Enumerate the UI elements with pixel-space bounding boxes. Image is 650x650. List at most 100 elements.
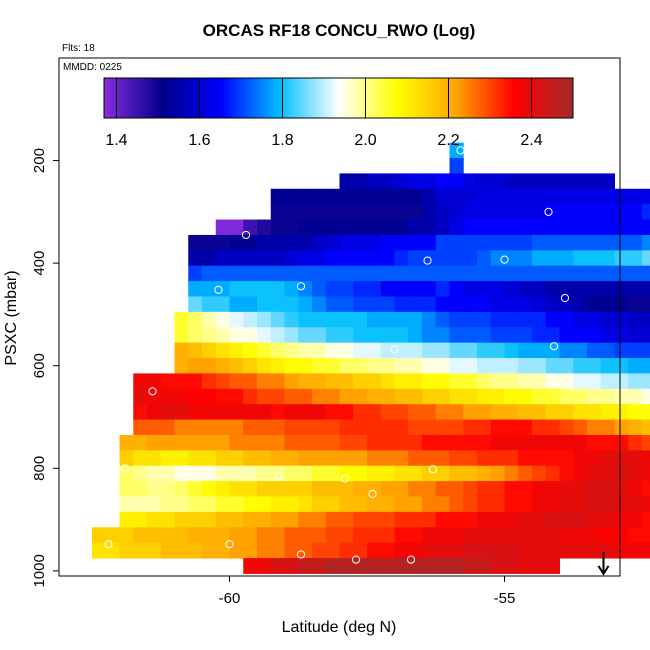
heatmap-cell bbox=[518, 388, 533, 405]
heatmap-cell bbox=[628, 296, 643, 313]
heatmap-cell bbox=[312, 188, 327, 205]
heatmap-cell bbox=[284, 311, 299, 328]
heatmap-cell bbox=[215, 373, 230, 390]
heatmap-cell bbox=[532, 342, 547, 359]
heatmap-cell bbox=[284, 404, 299, 421]
heatmap-cell bbox=[325, 265, 340, 282]
heatmap-cell bbox=[380, 558, 395, 574]
heatmap-cell bbox=[545, 527, 560, 544]
heatmap-cell bbox=[284, 481, 299, 498]
heatmap-cell bbox=[587, 434, 602, 451]
heatmap-cell bbox=[119, 450, 134, 467]
heatmap-cell bbox=[202, 327, 217, 344]
heatmap-cell bbox=[600, 496, 615, 513]
heatmap-cell bbox=[243, 465, 258, 482]
heatmap-cell bbox=[545, 173, 560, 190]
heatmap-cell bbox=[559, 527, 574, 544]
heatmap-cell bbox=[229, 465, 244, 482]
heatmap-cell bbox=[587, 542, 602, 559]
heatmap-cell bbox=[367, 496, 382, 513]
heatmap-cell bbox=[628, 188, 643, 205]
heatmap-cell bbox=[435, 265, 450, 282]
heatmap-cell bbox=[490, 219, 505, 236]
heatmap-cell bbox=[147, 419, 162, 436]
observation-point bbox=[428, 465, 438, 474]
heatmap-cell bbox=[325, 188, 340, 205]
heatmap-cell bbox=[587, 281, 602, 297]
heatmap-cell bbox=[463, 265, 478, 282]
heatmap-cell bbox=[490, 173, 505, 190]
heatmap-cell bbox=[573, 496, 588, 513]
heatmap-cell bbox=[518, 296, 533, 313]
heatmap-cell bbox=[532, 373, 547, 390]
heatmap-cell bbox=[353, 342, 368, 359]
heatmap-cell bbox=[298, 481, 313, 498]
heatmap-cell bbox=[573, 342, 588, 359]
heatmap-cell bbox=[463, 496, 478, 513]
heatmap-cell bbox=[188, 342, 203, 359]
heatmap-cell bbox=[504, 511, 519, 528]
heatmap-cell bbox=[614, 281, 629, 297]
heatmap-cell bbox=[339, 388, 354, 405]
heatmap-cell bbox=[408, 419, 423, 436]
y-tick-label: 1000 bbox=[31, 554, 48, 587]
heatmap-cell bbox=[628, 511, 643, 528]
heatmap-cell bbox=[312, 234, 327, 251]
colorbar: 1.4 1.6 1.8 2.0 2.2 2.4 bbox=[103, 77, 574, 149]
heatmap-cell bbox=[559, 188, 574, 205]
heatmap-cell bbox=[160, 481, 175, 498]
heatmap-cell bbox=[119, 527, 134, 544]
heatmap-cell bbox=[532, 311, 547, 328]
heatmap-cell bbox=[532, 388, 547, 405]
heatmap-cell bbox=[559, 265, 574, 282]
heatmap-cell bbox=[587, 219, 602, 236]
heatmap-cell bbox=[614, 234, 629, 251]
heatmap-cell bbox=[394, 542, 409, 559]
heatmap-cell bbox=[339, 496, 354, 513]
heatmap-cell bbox=[573, 419, 588, 436]
heatmap-cell bbox=[587, 496, 602, 513]
heatmap-cell bbox=[449, 219, 464, 236]
heatmap-cell bbox=[600, 481, 615, 498]
heatmap-cell bbox=[477, 311, 492, 328]
y-axis: 200 400 600 800 1000 bbox=[31, 148, 60, 588]
observation-point bbox=[368, 489, 377, 499]
heatmap-cell bbox=[339, 188, 354, 205]
heatmap-cell bbox=[628, 388, 643, 405]
heatmap-cell bbox=[147, 388, 162, 405]
heatmap-cell bbox=[490, 204, 505, 221]
heatmap-cell bbox=[559, 465, 574, 482]
heatmap-cell bbox=[449, 204, 464, 221]
heatmap-cell bbox=[532, 358, 547, 374]
heatmap-cell bbox=[408, 281, 423, 297]
heatmap-cell bbox=[408, 204, 423, 221]
heatmap-cell bbox=[298, 558, 313, 574]
heatmap-cell bbox=[202, 265, 217, 282]
heatmap-cell bbox=[339, 342, 354, 359]
heatmap-cell bbox=[504, 327, 519, 344]
heatmap-cell bbox=[408, 373, 423, 390]
heatmap-cell bbox=[174, 496, 189, 513]
heatmap-cell bbox=[353, 188, 368, 205]
heatmap-cell bbox=[229, 342, 244, 359]
heatmap-cell bbox=[325, 496, 340, 513]
heatmap-cell bbox=[257, 358, 272, 374]
heatmap-cell bbox=[353, 388, 368, 405]
heatmap-cell bbox=[490, 296, 505, 313]
heatmap-cell bbox=[504, 265, 519, 282]
heatmap-cell bbox=[490, 419, 505, 436]
heatmap-cell bbox=[490, 465, 505, 482]
heatmap-cell bbox=[573, 542, 588, 559]
heatmap-cell bbox=[518, 219, 533, 236]
heatmap-cell bbox=[587, 465, 602, 482]
heatmap-cell bbox=[532, 542, 547, 559]
x-axis: -60 -55 bbox=[219, 575, 515, 607]
heatmap-cell bbox=[257, 511, 272, 528]
heatmap-cell bbox=[559, 296, 574, 313]
heatmap-cell bbox=[119, 481, 134, 498]
heatmap-cell bbox=[270, 358, 285, 374]
heatmap-cell bbox=[270, 542, 285, 559]
heatmap-cell bbox=[284, 188, 299, 205]
heatmap-cell bbox=[587, 204, 602, 221]
heatmap-cell bbox=[367, 542, 382, 559]
